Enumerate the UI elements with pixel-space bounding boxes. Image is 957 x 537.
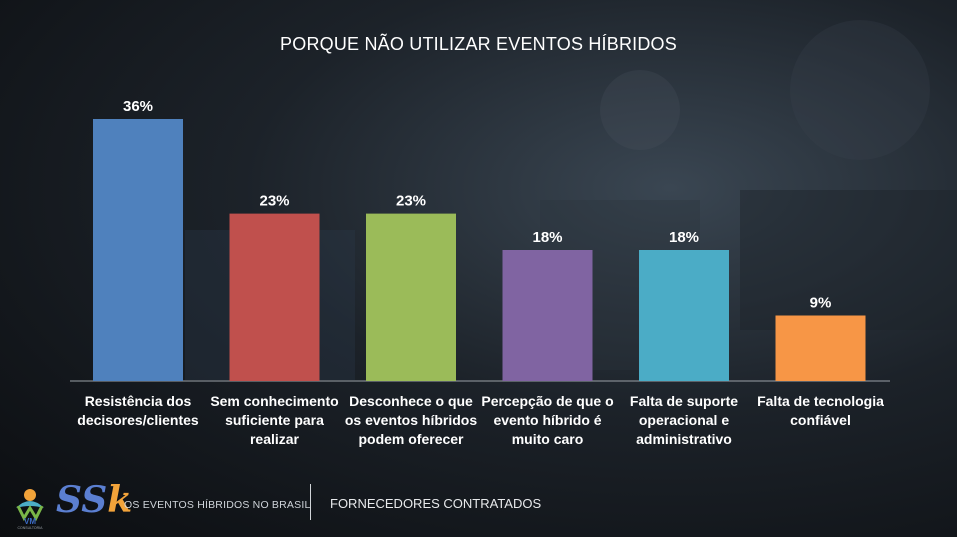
footer: VM CONSULTORIA SSk OS EVENTOS HÍBRIDOS N… (0, 478, 957, 537)
category-label-3: Desconhece o que os eventos híbridos pod… (344, 393, 478, 447)
data-label-3: 23% (396, 193, 426, 210)
category-label-1: Resistência dos decisores/clientes (77, 393, 199, 428)
bar-1 (93, 119, 183, 381)
data-label-4: 18% (532, 229, 562, 246)
chart-title: PORQUE NÃO UTILIZAR EVENTOS HÍBRIDOS (280, 34, 677, 54)
category-label-2: Sem conhecimento suficiente para realiza… (210, 393, 339, 447)
vm-logo-subtext: CONSULTORIA (18, 526, 44, 530)
data-label-2: 23% (259, 193, 289, 210)
category-label-4: Percepção de que o evento híbrido é muit… (481, 393, 614, 447)
ssk-logo: SSk (56, 480, 132, 520)
footer-section-title: FORNECEDORES CONTRATADOS (330, 496, 542, 511)
category-label-6: Falta de tecnologia confiável (757, 393, 884, 428)
footer-report-title: OS EVENTOS HÍBRIDOS NO BRASIL (124, 499, 311, 511)
vm-logo: VM CONSULTORIA (16, 489, 44, 530)
category-label-5: Falta de suporte operacional e administr… (629, 393, 739, 447)
bar-2 (229, 213, 320, 381)
bar-6 (775, 315, 866, 381)
vm-logo-text: VM (24, 517, 36, 526)
bar-5 (639, 250, 729, 381)
ssk-logo-k: k (107, 479, 133, 521)
ssk-logo-s1: S (56, 479, 82, 521)
ssk-logo-s2: S (81, 479, 108, 521)
data-label-1: 36% (123, 98, 153, 115)
bar-4 (502, 250, 593, 381)
data-label-6: 9% (810, 295, 832, 312)
bar-chart: 36% 23% 23% 18% 18% 9% (70, 98, 890, 382)
footer-divider (310, 484, 311, 520)
data-label-5: 18% (669, 229, 699, 246)
bar-3 (366, 213, 456, 381)
